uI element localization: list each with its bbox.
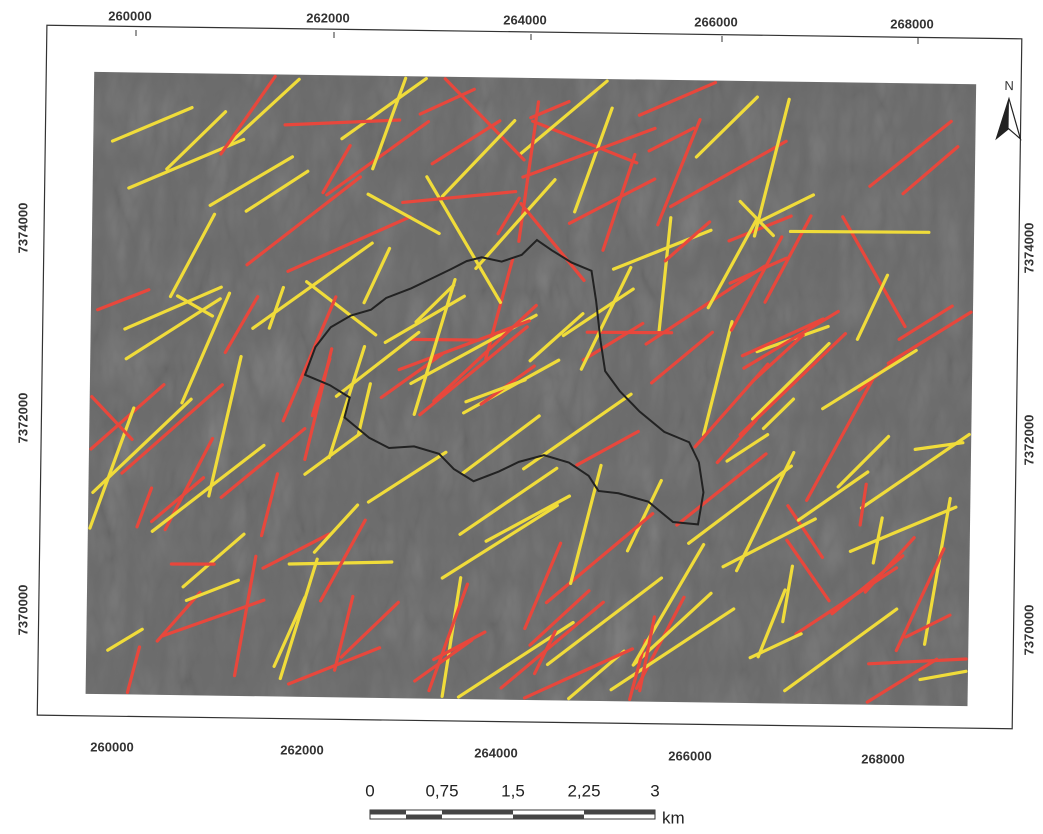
bottom-coordinate: 262000 bbox=[280, 742, 323, 757]
north-arrow: N bbox=[996, 78, 1021, 139]
scale-bar-segment bbox=[406, 815, 442, 820]
right-coordinate: 7372000 bbox=[1021, 415, 1036, 466]
scale-labels: 0 0,75 1,5 2,25 3 bbox=[365, 781, 659, 800]
scale-bar-segment bbox=[442, 810, 513, 815]
lineament bbox=[411, 339, 479, 340]
right-coordinate: 7374000 bbox=[1021, 223, 1036, 274]
left-coordinate: 7374000 bbox=[15, 203, 30, 254]
scale-bar-segment bbox=[513, 815, 584, 820]
scale-bar-segment bbox=[584, 810, 655, 815]
bottom-coordinate: 264000 bbox=[474, 745, 517, 760]
map-figure: N 260000 262000 264000 266000 268000 260000 26… bbox=[0, 0, 1043, 834]
top-coordinate: 264000 bbox=[503, 12, 546, 27]
right-coordinate: 7370000 bbox=[1021, 605, 1036, 656]
scale-bar-segment bbox=[370, 810, 406, 815]
scale-label: 0 bbox=[365, 781, 374, 800]
bottom-coordinate: 268000 bbox=[861, 751, 904, 766]
top-coordinate: 262000 bbox=[306, 10, 349, 25]
north-label: N bbox=[1004, 78, 1014, 93]
top-coordinate: 268000 bbox=[890, 16, 933, 31]
top-coordinate: 260000 bbox=[108, 8, 151, 23]
lineament bbox=[171, 563, 214, 564]
bottom-coordinate: 266000 bbox=[668, 748, 711, 763]
scale-label: 2,25 bbox=[567, 781, 600, 800]
left-coordinate: 7370000 bbox=[15, 585, 30, 636]
scale-label: 0,75 bbox=[425, 781, 458, 800]
lineament bbox=[791, 230, 929, 233]
map-frame-group: N bbox=[37, 25, 1022, 729]
scale-bar: 0 0,75 1,5 2,25 3 km bbox=[365, 781, 684, 827]
scale-unit: km bbox=[662, 808, 685, 827]
left-coordinate: 7372000 bbox=[15, 393, 30, 444]
top-coordinate: 266000 bbox=[694, 14, 737, 29]
bottom-coordinate: 260000 bbox=[90, 739, 133, 754]
scale-label: 1,5 bbox=[501, 781, 525, 800]
scale-label: 3 bbox=[650, 781, 659, 800]
